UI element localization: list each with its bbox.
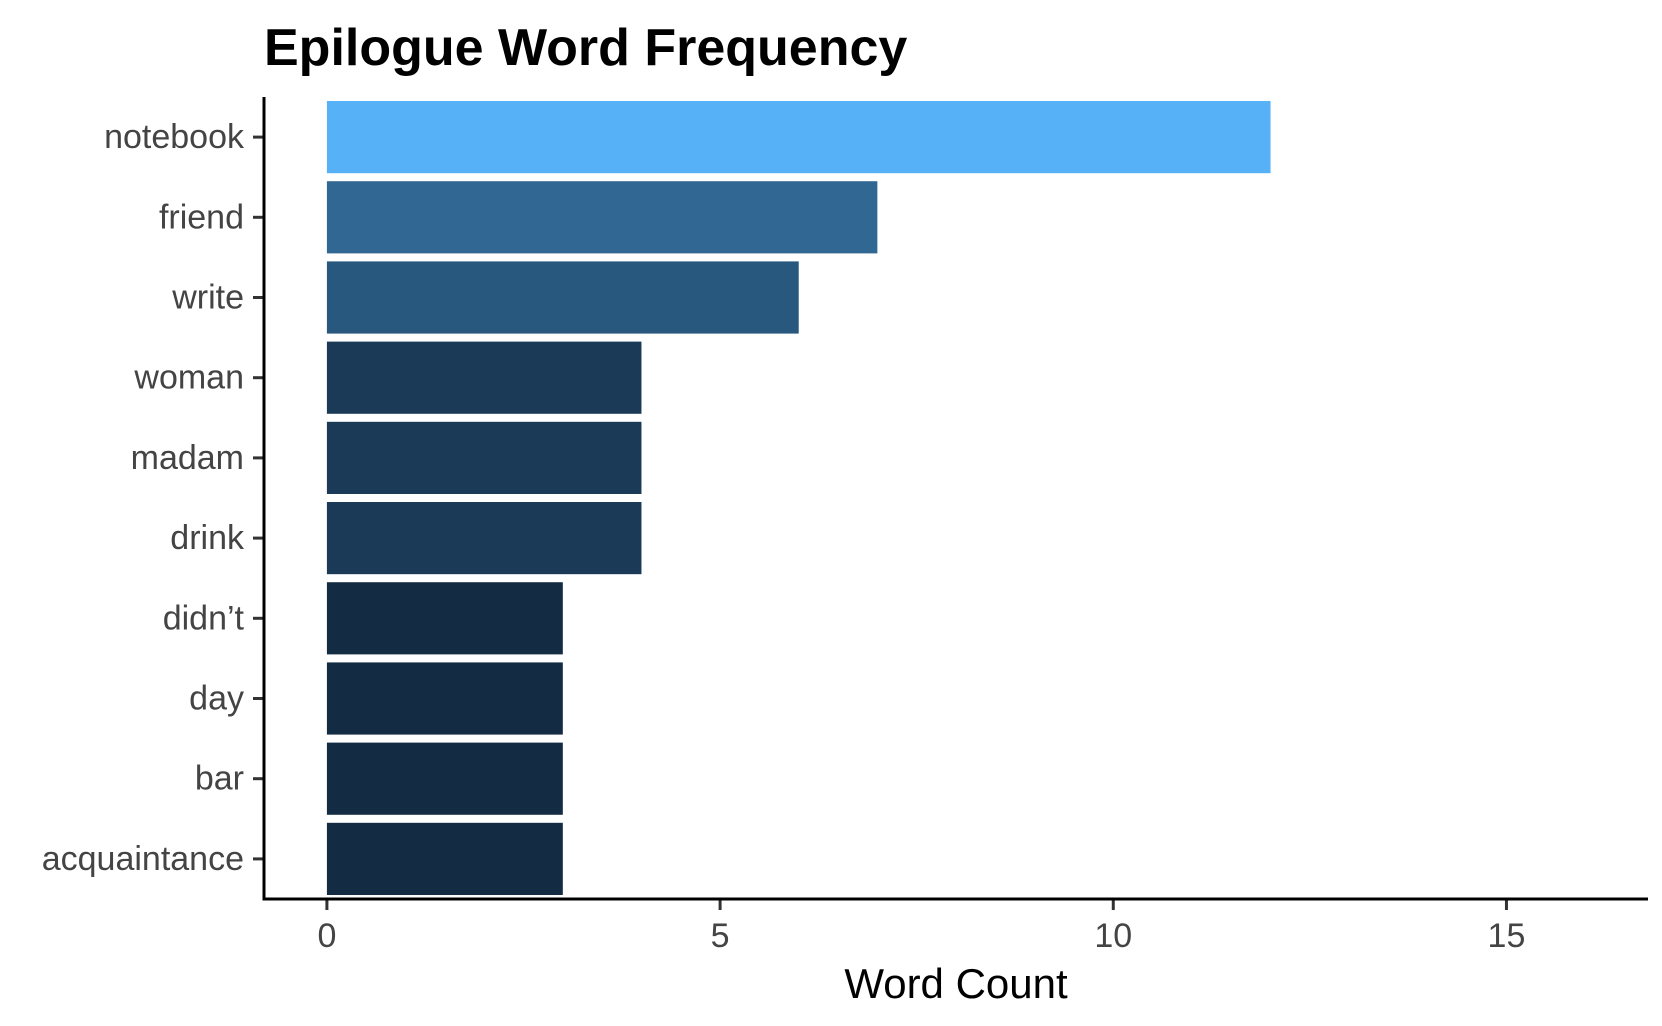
y-tick-label: write	[171, 279, 244, 317]
bar-didn-t	[326, 582, 563, 655]
x-tick-label: 15	[1488, 917, 1526, 955]
bar-day	[326, 662, 563, 735]
chart-title: Epilogue Word Frequency	[264, 19, 907, 77]
x-tick-label: 5	[711, 917, 730, 955]
x-axis-title: Word Count	[844, 960, 1068, 1007]
y-tick-label: bar	[195, 760, 244, 798]
bar-bar	[326, 742, 563, 815]
y-tick-label: madam	[131, 439, 244, 477]
bar-notebook	[326, 101, 1271, 174]
bar-madam	[326, 421, 642, 494]
y-tick-label: didn’t	[163, 599, 245, 637]
y-tick-label: notebook	[104, 118, 245, 156]
bars	[326, 101, 1271, 895]
x-tick-label: 10	[1094, 917, 1132, 955]
x-tick-label: 0	[317, 917, 336, 955]
y-tick-label: drink	[170, 519, 245, 557]
bar-friend	[326, 181, 878, 254]
y-tick-label: day	[189, 680, 244, 718]
bar-woman	[326, 341, 642, 414]
bar-write	[326, 261, 799, 334]
bar-acquaintance	[326, 822, 563, 895]
y-axis-ticks: notebook friend write woman madam drink didn’t…	[42, 118, 264, 878]
x-axis-ticks: 0 5 10 15	[317, 899, 1525, 955]
bar-drink	[326, 502, 642, 575]
y-tick-label: friend	[159, 198, 244, 236]
y-tick-label: woman	[133, 359, 244, 397]
y-tick-label: acquaintance	[42, 840, 244, 878]
